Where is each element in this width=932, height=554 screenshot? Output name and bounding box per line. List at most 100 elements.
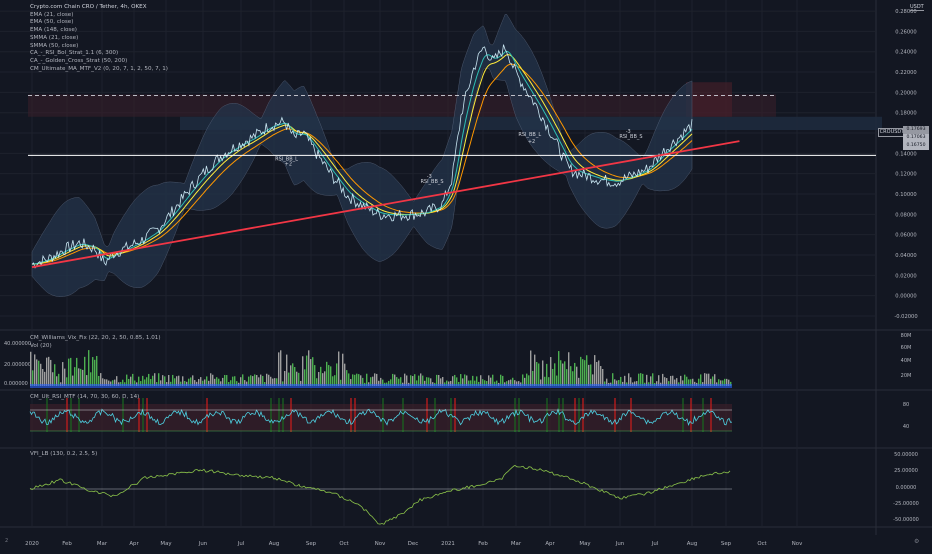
- indicator-williams-vix-fix[interactable]: CM_Williams_Vix_Fix (22, 20, 2, 50, 0.85…: [30, 335, 161, 341]
- x-tick-label: May: [579, 541, 591, 547]
- volume-bar: [362, 377, 364, 386]
- volume-bar: [430, 378, 432, 386]
- volume-bar: [600, 366, 602, 386]
- indicator-ema-21[interactable]: EMA (21, close): [30, 11, 74, 18]
- volume-bar: [566, 369, 568, 386]
- volume-bar: [282, 381, 284, 386]
- volume-bar: [502, 375, 504, 386]
- y-tick-label: 0.02000: [895, 273, 916, 279]
- indicator-smma-50[interactable]: SMMA (50, close): [30, 42, 79, 49]
- volume-bar: [506, 381, 508, 386]
- volume-bar: [34, 354, 36, 386]
- volume-bar: [62, 362, 64, 386]
- volume-bar: [390, 379, 392, 386]
- rsi-signal-bar: [682, 398, 684, 432]
- volume-bar: [712, 376, 714, 386]
- rsi-signal-bar: [426, 398, 428, 432]
- volume-bar: [266, 373, 268, 386]
- vol-tick-label: 20M: [901, 373, 912, 379]
- volume-bar: [212, 374, 214, 386]
- volume-bar: [684, 374, 686, 386]
- volume-bar: [214, 378, 216, 386]
- rsi-signal-bar: [702, 398, 704, 432]
- volume-bar: [258, 377, 260, 386]
- volume-bar: [426, 377, 428, 386]
- vfi-tick-label: 0.00000: [896, 485, 917, 491]
- indicator-ult-rsi[interactable]: CM_Ult_RSI_MTF (14, 70, 30, 60, D, 14): [30, 394, 140, 400]
- volume-bar: [54, 364, 56, 386]
- volume-bar: [230, 380, 232, 386]
- vol-tick-label: 80M: [901, 333, 912, 339]
- vfi-line: [29, 465, 731, 525]
- volume-bar: [322, 373, 324, 386]
- volume-bar: [562, 363, 564, 386]
- volume-bar: [718, 379, 720, 386]
- indicator-smma-21[interactable]: SMMA (21, close): [30, 34, 79, 41]
- rsi-signal-bar: [562, 398, 564, 432]
- x-tick-label: Jun: [198, 541, 207, 547]
- gear-icon[interactable]: ⚙: [914, 538, 920, 545]
- volume-bar: [602, 368, 604, 386]
- symbol-title[interactable]: Crypto.com Chain CRO / Tether, 4h, OKEX: [30, 4, 147, 10]
- volume-bar: [356, 373, 358, 386]
- rsi-signal-bar: [578, 398, 580, 432]
- volume-bar: [274, 378, 276, 386]
- rsi-signal-bar: [278, 398, 280, 432]
- indicator-ema-50[interactable]: EMA (50, close): [30, 19, 74, 26]
- signal-label: -3: [626, 129, 631, 135]
- volume-bar: [114, 379, 116, 386]
- indicator-golden-cross[interactable]: CA_-_Golden_Cross_Strat (50, 200): [30, 57, 128, 64]
- indicator-vfi[interactable]: VFI_LB (130, 0.2, 2.5, 5): [30, 451, 98, 457]
- ticker-badge[interactable]: CROUSDT: [878, 128, 906, 137]
- volume-bar: [708, 373, 710, 386]
- indicator-volume[interactable]: Vol (20): [30, 342, 52, 349]
- volume-bar: [594, 355, 596, 386]
- volume-bar: [272, 378, 274, 386]
- vix-tick-label: 0.000000: [4, 381, 28, 387]
- volume-bar: [590, 364, 592, 386]
- volume-bar: [162, 375, 164, 386]
- y-tick-label: 0.08000: [895, 212, 916, 218]
- signal-label: +2: [285, 162, 292, 168]
- volume-bar: [142, 375, 144, 386]
- x-tick-label: May: [160, 541, 172, 547]
- volume-bar: [642, 373, 644, 386]
- indicator-rsi-bol-strat[interactable]: CA_-_RSI_Bol_Strat_1.1 (6, 300): [30, 50, 119, 57]
- x-tick-label: Aug: [269, 541, 280, 547]
- y-tick-label: 0.28000: [895, 9, 916, 15]
- volume-bar: [720, 380, 722, 386]
- volume-bar: [468, 380, 470, 386]
- volume-bar: [284, 371, 286, 386]
- volume-bar: [682, 380, 684, 386]
- indicator-ema-148[interactable]: EMA (148, close): [30, 27, 77, 34]
- vfi-pane-legend: VFI_LB (130, 0.2, 2.5, 5): [30, 451, 97, 459]
- volume-bar: [604, 381, 606, 386]
- volume-bar: [616, 380, 618, 386]
- rsi-signal-bar: [690, 398, 692, 432]
- volume-bar: [148, 373, 150, 386]
- volume-bar: [460, 374, 462, 386]
- volume-bar: [728, 379, 730, 386]
- volume-bar: [656, 381, 658, 386]
- volume-bar: [294, 367, 296, 386]
- volume-bar: [254, 374, 256, 386]
- volume-bar: [576, 366, 578, 386]
- volume-bar: [152, 375, 154, 386]
- x-tick-label: 2020: [25, 541, 39, 547]
- volume-bar: [422, 375, 424, 386]
- volume-bar: [276, 378, 278, 386]
- volume-bar: [318, 372, 320, 386]
- volume-bar: [730, 381, 732, 386]
- volume-bar: [132, 373, 134, 386]
- ema-50-line: [32, 54, 693, 265]
- volume-bar: [424, 380, 426, 386]
- volume-bar: [180, 381, 182, 386]
- volume-bar: [440, 378, 442, 386]
- volume-bar: [624, 375, 626, 386]
- volume-bar: [612, 373, 614, 386]
- volume-bar: [134, 380, 136, 386]
- volume-bar: [248, 376, 250, 386]
- indicator-ultimate-ma[interactable]: CM_Ultimate_MA_MTF_V2 (0, 20, 7, 1, 2, 5…: [30, 65, 168, 72]
